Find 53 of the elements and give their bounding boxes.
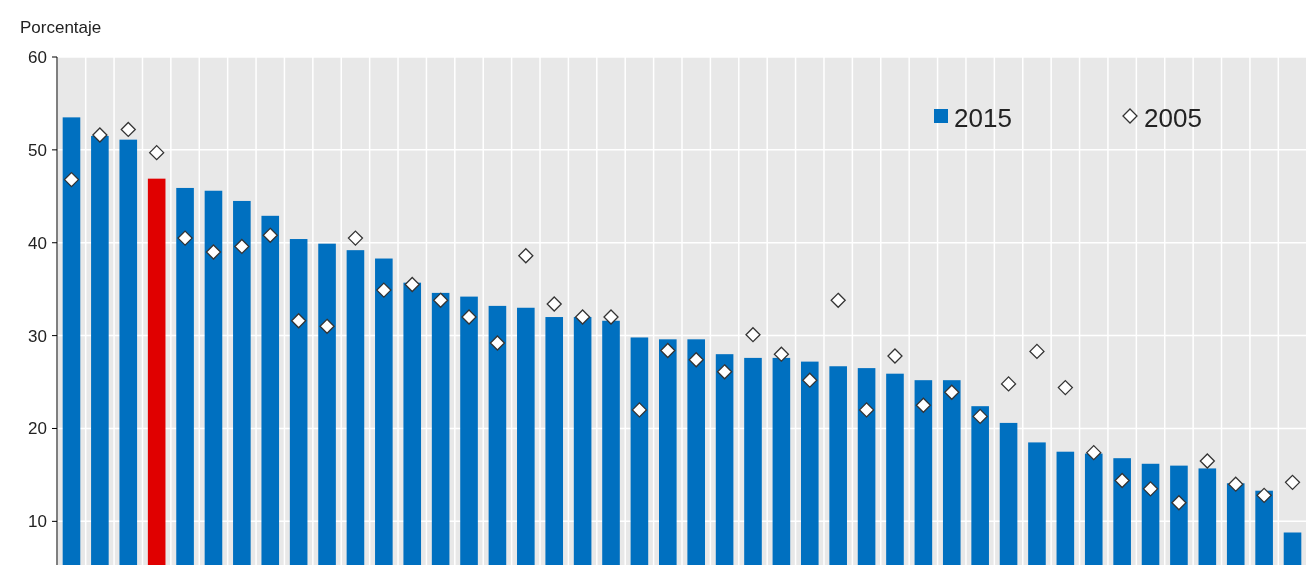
y-tick-label: 50 <box>28 140 47 160</box>
point <box>1057 379 1073 396</box>
legend-label: 2015 <box>954 103 1012 134</box>
point <box>574 309 591 325</box>
point <box>262 227 278 243</box>
y-axis-title: Porcentaje <box>20 18 102 37</box>
point <box>120 121 136 138</box>
point <box>347 230 364 246</box>
point <box>92 127 108 143</box>
y-tick-label: 20 <box>28 419 47 439</box>
point <box>1114 472 1130 489</box>
point <box>830 292 846 308</box>
point <box>404 276 420 293</box>
point <box>234 238 250 255</box>
point <box>773 346 790 362</box>
point <box>1284 474 1301 490</box>
point <box>972 408 988 425</box>
point <box>461 309 477 325</box>
point <box>489 335 506 351</box>
point <box>887 348 903 364</box>
y-tick-label: 30 <box>28 326 47 346</box>
point <box>603 309 619 325</box>
point <box>631 402 648 418</box>
point <box>688 352 704 368</box>
y-tick-label: 60 <box>28 47 47 67</box>
point <box>1142 481 1159 497</box>
point <box>1000 376 1017 392</box>
point <box>716 364 733 380</box>
y-tick-label: 10 <box>28 512 47 532</box>
point <box>376 282 392 298</box>
point <box>291 313 307 329</box>
y-tick-label: 40 <box>28 233 47 253</box>
point <box>1086 444 1102 461</box>
point <box>802 372 818 388</box>
point <box>177 230 193 246</box>
point <box>1228 476 1244 492</box>
point <box>1199 453 1215 469</box>
point <box>518 248 534 264</box>
point <box>1256 487 1272 503</box>
point <box>745 327 761 343</box>
point <box>546 296 562 312</box>
legend-label: 2005 <box>1144 103 1202 134</box>
point <box>149 145 165 161</box>
point <box>1171 495 1187 511</box>
point <box>432 292 449 308</box>
point <box>63 171 80 188</box>
point <box>1029 343 1045 360</box>
point <box>944 384 960 400</box>
point <box>205 244 222 260</box>
point <box>858 402 875 418</box>
point <box>915 397 932 413</box>
point <box>660 342 676 359</box>
point <box>319 318 335 334</box>
